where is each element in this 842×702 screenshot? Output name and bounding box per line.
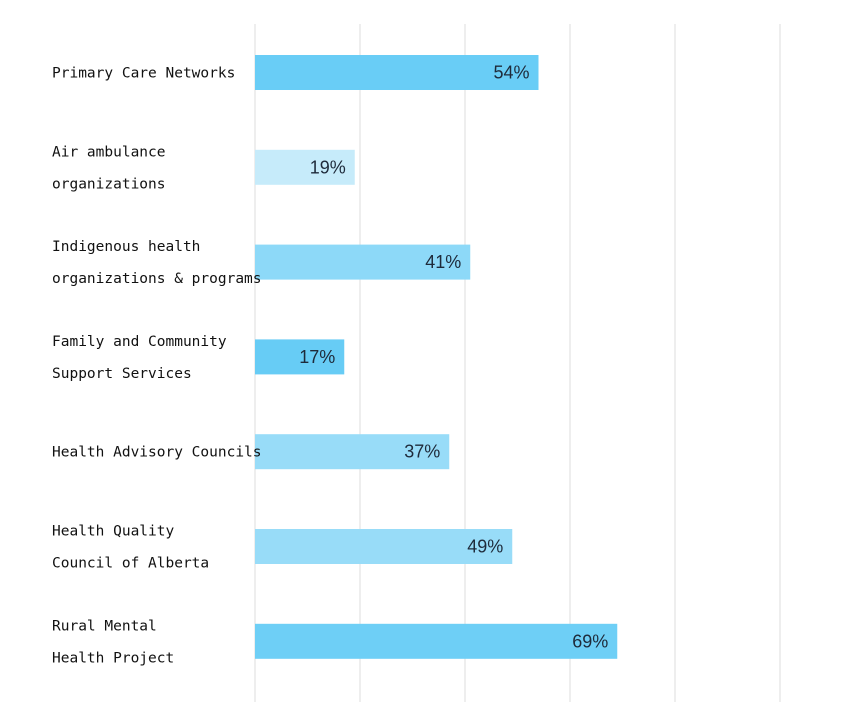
category-label: Primary Care Networks — [52, 66, 235, 82]
data-label: 69% — [572, 631, 608, 651]
data-label: 37% — [404, 442, 440, 462]
category-label: Indigenous health — [52, 239, 200, 255]
category-label: Health Advisory Councils — [52, 445, 262, 461]
category-label: organizations & programs — [52, 271, 262, 287]
bar — [255, 339, 345, 375]
category-label: organizations — [52, 176, 166, 192]
data-label: 49% — [467, 537, 503, 557]
category-label: Family and Community — [52, 334, 227, 350]
category-label: Council of Alberta — [52, 556, 209, 572]
category-label: Health Project — [52, 650, 174, 666]
category-label: Support Services — [52, 366, 192, 382]
data-label: 19% — [310, 157, 346, 177]
data-label: 41% — [425, 252, 461, 272]
bar — [255, 149, 355, 185]
category-labels: Primary Care Networks Air ambulance organi… — [52, 66, 262, 667]
category-label: Air ambulance — [52, 144, 166, 160]
bar — [255, 244, 471, 280]
category-label: Health Quality — [52, 524, 174, 540]
bars — [255, 55, 618, 659]
bar — [255, 55, 539, 90]
value-labels: 54% 19% 41% 17% 37% 49% 69% — [299, 63, 608, 652]
bar — [255, 434, 450, 470]
category-label: Rural Mental — [52, 618, 157, 634]
gridlines — [254, 24, 781, 702]
bar — [255, 529, 513, 564]
data-label: 17% — [299, 347, 335, 367]
data-label: 54% — [493, 63, 529, 83]
bar — [255, 623, 618, 659]
